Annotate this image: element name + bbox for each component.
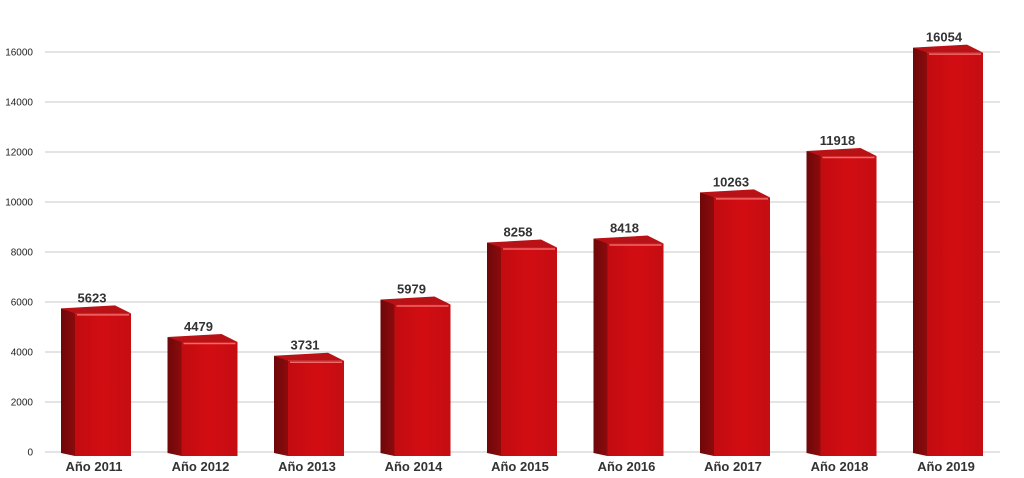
bar xyxy=(61,305,131,456)
bars xyxy=(61,44,983,457)
x-tick-label: Año 2015 xyxy=(491,459,549,474)
x-tick-label: Año 2014 xyxy=(385,459,444,474)
bar-top-face xyxy=(913,44,983,53)
x-tick-label: Año 2019 xyxy=(917,459,975,474)
bar-front-face xyxy=(714,197,770,457)
bar-top-face xyxy=(380,296,451,305)
bar xyxy=(274,352,344,456)
x-tick-label: Año 2013 xyxy=(278,459,336,474)
bar-top-face xyxy=(487,239,557,248)
bar-value-label: 4479 xyxy=(184,319,213,334)
bar xyxy=(700,189,770,457)
data-labels: 5623 4479 3731 5979 8258 8418 10263 11918 16054 xyxy=(78,30,963,353)
y-tick-label: 8000 xyxy=(11,248,34,259)
bar-value-label: 3731 xyxy=(291,338,320,353)
bar-value-label: 11918 xyxy=(820,133,855,148)
bar-front-face xyxy=(927,52,983,457)
bar xyxy=(806,148,877,457)
bar-side-face xyxy=(167,337,182,456)
bar xyxy=(487,239,557,456)
bar-top-face xyxy=(593,235,664,244)
y-tick-label: 16000 xyxy=(5,48,33,59)
bar-front-face xyxy=(820,156,877,457)
bar-side-face xyxy=(913,47,927,457)
bar-top-face xyxy=(167,334,238,343)
bar-side-face xyxy=(593,238,608,456)
bar-value-label: 16054 xyxy=(926,30,963,45)
bar-side-face xyxy=(274,355,288,456)
bar-side-face xyxy=(487,242,501,456)
bar xyxy=(913,44,983,457)
y-tick-label: 12000 xyxy=(5,148,33,159)
bar-front-face xyxy=(607,243,664,456)
x-tick-label: Año 2018 xyxy=(811,459,869,474)
y-tick-label: 10000 xyxy=(5,198,33,209)
bar-front-face xyxy=(181,342,238,456)
x-tick-label: Año 2012 xyxy=(172,459,230,474)
bar-top-face xyxy=(806,148,877,157)
bar-side-face xyxy=(61,308,75,456)
bar-side-face xyxy=(806,151,821,457)
y-tick-label: 6000 xyxy=(11,298,34,309)
bar-value-label: 10263 xyxy=(713,174,749,189)
bar-side-face xyxy=(380,299,395,456)
bar xyxy=(593,235,664,456)
x-tick-label: Año 2017 xyxy=(704,459,762,474)
bar-value-label: 5979 xyxy=(397,282,426,297)
x-tick-label: Año 2011 xyxy=(65,459,122,474)
y-tick-label: 2000 xyxy=(11,398,34,409)
y-tick-label: 14000 xyxy=(5,98,33,109)
x-axis-labels: Año 2011 Año 2012 Año 2013 Año 2014 Año 2015… xyxy=(65,459,974,474)
bar-front-face xyxy=(394,304,451,456)
bar-value-label: 8258 xyxy=(504,225,533,240)
bar-front-face xyxy=(75,313,131,456)
bar-value-label: 8418 xyxy=(610,221,639,236)
bar-top-face xyxy=(700,189,770,198)
bar-top-face xyxy=(61,305,131,314)
bar-top-face xyxy=(274,352,344,361)
bar-front-face xyxy=(288,360,344,456)
y-axis-ticks: 0 2000 4000 6000 8000 10000 12000 14000 16000 xyxy=(5,48,33,459)
bar-side-face xyxy=(700,192,714,457)
bar-value-label: 5623 xyxy=(78,290,107,305)
bar-front-face xyxy=(501,247,557,456)
x-tick-label: Año 2016 xyxy=(598,459,656,474)
y-tick-label: 4000 xyxy=(11,348,34,359)
bar xyxy=(167,334,238,456)
y-tick-label: 0 xyxy=(27,448,33,459)
bar xyxy=(380,296,451,456)
